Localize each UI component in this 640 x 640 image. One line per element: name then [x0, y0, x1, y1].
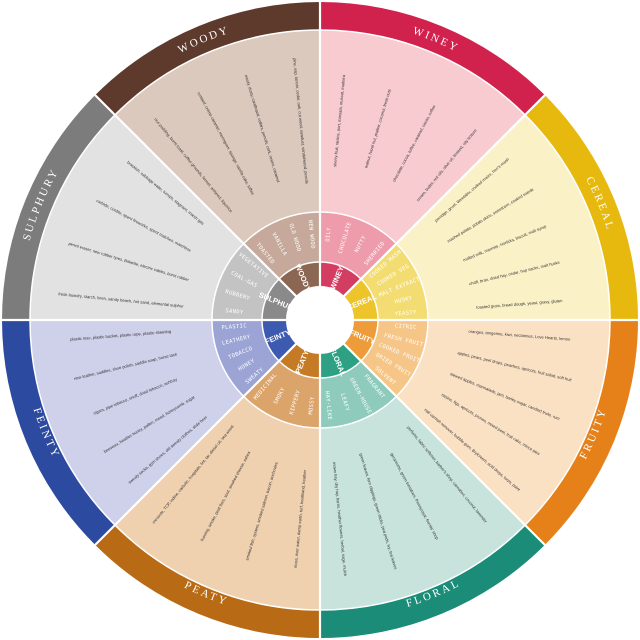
- outer-segment-winey: [320, 2, 545, 115]
- outer-segment-woody: [95, 2, 320, 115]
- center-hole: [287, 287, 353, 353]
- outer-segment-floral: [320, 525, 545, 638]
- subcategory-label-winey-1: OILY: [325, 227, 332, 242]
- outer-segment-cereal: [525, 95, 638, 320]
- ring-separator: [29, 29, 611, 611]
- outer-segment-peaty: [95, 525, 320, 638]
- sector-divider: [94, 94, 298, 298]
- sector-divider: [94, 342, 298, 546]
- descriptor-segment-feinty: [30, 320, 244, 526]
- subcategory-label-fruity-1: CITRIC: [395, 323, 417, 331]
- descriptor-segment-sulphury: [30, 114, 244, 321]
- descriptor-segment-woody: [114, 30, 321, 244]
- descriptor-segment-cereal: [396, 114, 610, 321]
- sector-divider: [342, 342, 546, 546]
- subcategory-label-cereal-4: HUSKY: [394, 295, 413, 305]
- descriptor-cereal-5: toasted grain, bread dough, yeast, gravy…: [476, 298, 563, 310]
- subcategory-label-floral-4: HAY-LIKE: [324, 391, 333, 421]
- sector-divider: [342, 94, 546, 298]
- outer-segment-feinty: [2, 320, 115, 545]
- subcategory-label-floral-3: LEAFY: [339, 393, 350, 413]
- subcategory-label-woody-1: NEW WOOD: [307, 220, 316, 250]
- subcategory-label-peaty-4: MOSSY: [308, 396, 316, 415]
- ring-separator: [261, 261, 379, 379]
- descriptor-segment-peaty: [114, 396, 321, 610]
- ring-separator: [211, 211, 429, 429]
- outer-segment-sulphury: [2, 95, 115, 320]
- descriptor-segment-winey: [320, 30, 526, 244]
- center-ring: [286, 286, 354, 354]
- subcategory-label-feinty-1: PLASTIC: [221, 323, 247, 331]
- subcategory-label-cereal-5: YEASTY: [395, 310, 418, 318]
- descriptor-segment-fruity: [396, 320, 610, 526]
- descriptor-band: [30, 30, 610, 610]
- descriptor-segment-floral: [320, 396, 526, 610]
- subcategory-label-sulphury-4: SANDY: [225, 308, 244, 316]
- outer-segment-fruity: [525, 320, 638, 545]
